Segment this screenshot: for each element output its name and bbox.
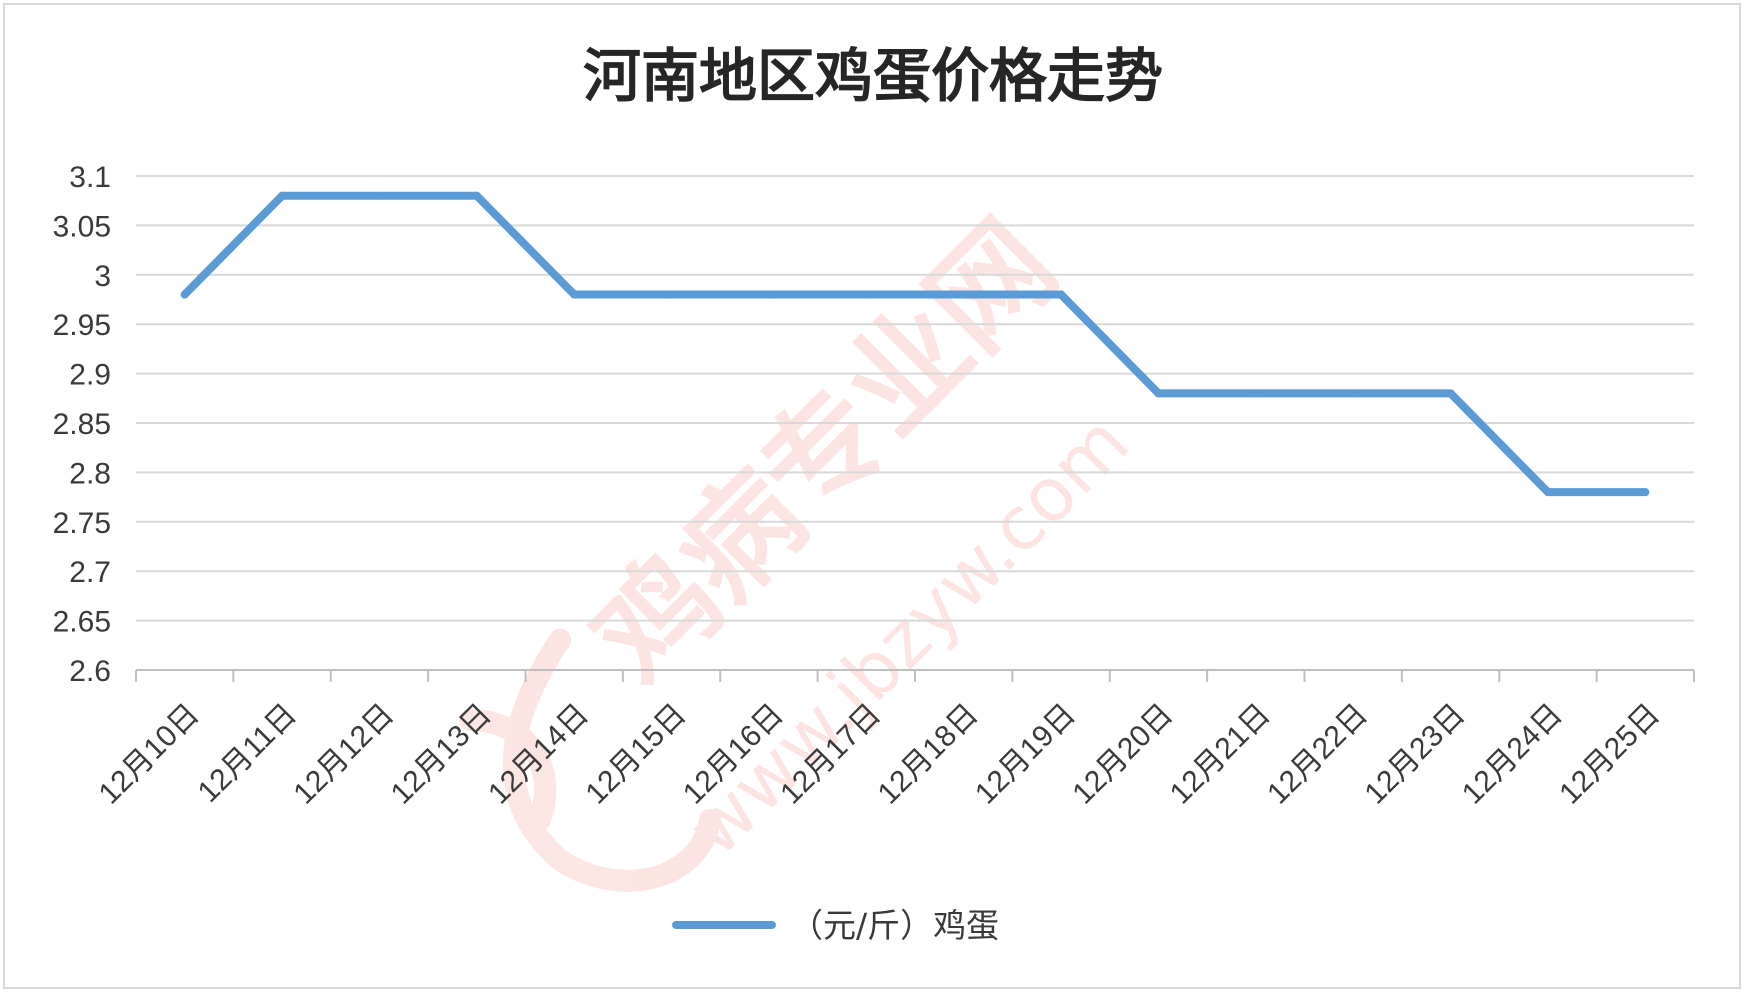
data-point bbox=[278, 191, 287, 200]
data-point bbox=[1057, 290, 1066, 299]
data-point bbox=[1154, 389, 1163, 398]
data-point bbox=[959, 290, 968, 299]
data-point bbox=[764, 290, 773, 299]
legend: （元/斤）鸡蛋 bbox=[672, 906, 999, 945]
y-tick-label: 2.7 bbox=[69, 556, 111, 589]
data-point bbox=[180, 290, 189, 299]
x-tick-label: 12月20日 bbox=[1066, 698, 1179, 811]
y-axis-ticks: 2.6 2.65 2.7 2.75 2.8 2.85 2.9 2.95 3 3.05 3.1 bbox=[53, 161, 111, 688]
x-tick-label: 12月22日 bbox=[1261, 698, 1374, 811]
y-tick-label: 2.65 bbox=[53, 606, 111, 639]
data-point bbox=[375, 191, 384, 200]
y-tick-label: 2.95 bbox=[53, 309, 111, 342]
x-tick-label: 12月11日 bbox=[192, 698, 303, 809]
x-tick-label: 12月10日 bbox=[93, 698, 206, 811]
x-tick-label: 12月19日 bbox=[969, 698, 1082, 811]
x-tick-label: 12月13日 bbox=[385, 698, 498, 811]
y-tick-label: 2.85 bbox=[53, 408, 111, 441]
x-tick-label: 12月12日 bbox=[287, 698, 400, 811]
data-point bbox=[667, 290, 676, 299]
y-tick-label: 3 bbox=[94, 260, 111, 293]
watermark-logo bbox=[459, 629, 721, 892]
series-layer bbox=[180, 191, 1650, 497]
data-point bbox=[1251, 389, 1260, 398]
x-tick-label: 12月25日 bbox=[1553, 698, 1666, 811]
y-tick-label: 3.1 bbox=[69, 161, 111, 194]
x-tick-label: 12月21日 bbox=[1164, 698, 1277, 811]
legend-label: （元/斤）鸡蛋 bbox=[790, 906, 999, 945]
data-point bbox=[1641, 488, 1650, 497]
data-point bbox=[570, 290, 579, 299]
data-point bbox=[472, 191, 481, 200]
watermark-brand: 鸡病专业网 bbox=[567, 195, 1082, 710]
chart-frame bbox=[3, 3, 1741, 989]
x-tick-label: 12月23日 bbox=[1359, 698, 1472, 811]
y-tick-label: 2.75 bbox=[53, 507, 111, 540]
y-tick-label: 3.05 bbox=[53, 210, 111, 243]
data-point bbox=[862, 290, 871, 299]
x-axis-ticks: 12月10日12月11日12月12日12月13日12月14日12月15日12月1… bbox=[93, 698, 1667, 811]
chart-title: 河南地区鸡蛋价格走势 bbox=[583, 42, 1163, 110]
y-tick-label: 2.6 bbox=[69, 655, 111, 688]
y-tick-label: 2.9 bbox=[69, 359, 111, 392]
data-point bbox=[1543, 488, 1552, 497]
y-tick-label: 2.8 bbox=[69, 457, 111, 490]
data-point bbox=[1446, 389, 1455, 398]
x-tick-label: 12月24日 bbox=[1456, 698, 1569, 811]
x-tick-label: 12月15日 bbox=[580, 698, 693, 811]
x-axis bbox=[135, 669, 1695, 682]
data-point bbox=[1349, 389, 1358, 398]
series-line bbox=[180, 191, 1650, 497]
grid-lines bbox=[136, 175, 1694, 622]
